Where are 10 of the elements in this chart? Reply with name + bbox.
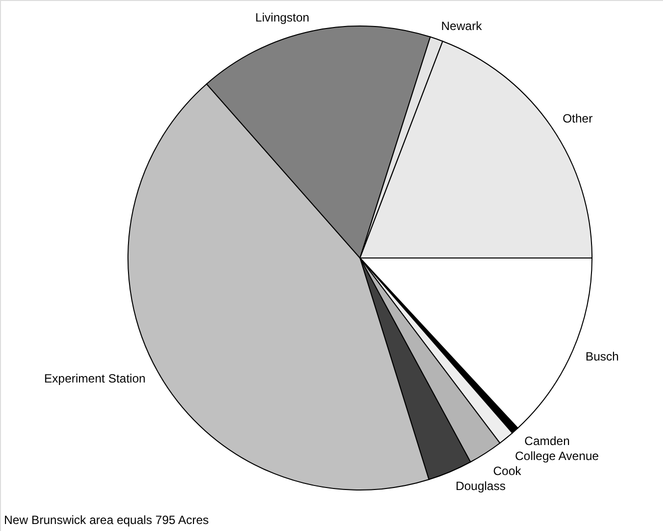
slice-label: Cook [493, 464, 522, 478]
slice-label: Camden [524, 434, 570, 448]
slice-label: Livingston [255, 10, 310, 24]
text: New Brunswick area equals 795 Acres [4, 513, 209, 527]
slice-label: Experiment Station [44, 372, 146, 386]
slice-label: Newark [441, 18, 483, 33]
slice-label: Other [562, 111, 593, 126]
slice-label: College Avenue [515, 448, 600, 463]
slice-label: Douglass [456, 478, 506, 493]
slice-label: Busch [585, 349, 619, 364]
